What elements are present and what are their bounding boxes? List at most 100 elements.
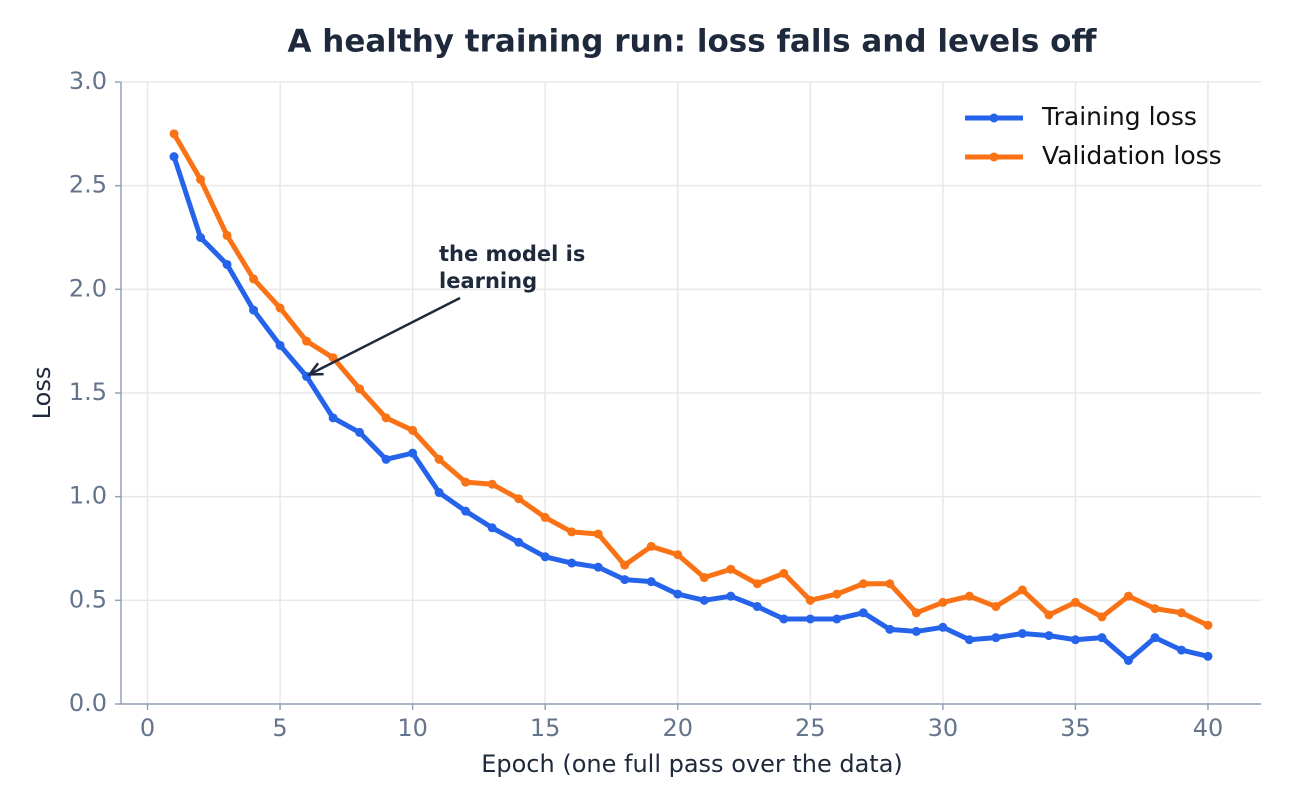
data-point (381, 413, 391, 423)
data-point (699, 595, 709, 605)
data-point (938, 622, 948, 632)
data-point (1176, 608, 1186, 618)
data-point (328, 413, 338, 423)
data-point (1044, 610, 1054, 620)
data-point (673, 550, 683, 560)
data-point (1150, 604, 1160, 614)
data-point (726, 591, 736, 601)
x-tick-label: 20 (662, 714, 693, 742)
data-point (1070, 635, 1080, 645)
series-line (171, 155, 1209, 663)
data-point (1203, 651, 1213, 661)
data-point (858, 608, 868, 618)
data-point (832, 589, 842, 599)
data-point (249, 305, 259, 315)
data-point (487, 479, 497, 489)
data-point (222, 259, 232, 269)
legend-marker (989, 152, 999, 162)
data-point (567, 527, 577, 537)
data-point (222, 230, 232, 240)
data-point (938, 597, 948, 607)
data-point (1176, 645, 1186, 655)
annotation: the model is learning (439, 242, 585, 293)
data-point (275, 303, 285, 313)
data-point (1097, 612, 1107, 622)
x-tick-label: 25 (795, 714, 826, 742)
data-point (196, 174, 206, 184)
x-tick-label: 10 (397, 714, 428, 742)
data-point (593, 529, 603, 539)
data-point (911, 608, 921, 618)
x-axis-label: Epoch (one full pass over the data) (481, 750, 903, 778)
data-point (673, 589, 683, 599)
y-tick-label: 2.0 (69, 274, 107, 302)
y-tick-label: 2.5 (69, 171, 107, 199)
data-point (355, 384, 365, 394)
data-point (1123, 591, 1133, 601)
data-point (169, 129, 179, 139)
legend-label: Training loss (1041, 102, 1197, 131)
data-point (620, 575, 630, 585)
data-point (858, 579, 868, 589)
data-point (408, 425, 418, 435)
data-point (169, 152, 179, 162)
y-tick-label: 1.0 (69, 482, 107, 510)
y-axis-label: Loss (28, 367, 56, 420)
data-point (752, 579, 762, 589)
data-point (991, 602, 1001, 612)
x-tick-label: 30 (928, 714, 959, 742)
y-tick-label: 0.0 (69, 689, 107, 717)
data-point (885, 579, 895, 589)
annotation-arrow (309, 296, 461, 376)
data-point (381, 454, 391, 464)
data-point (434, 454, 444, 464)
data-point (461, 477, 471, 487)
data-point (1044, 631, 1054, 641)
legend-label: Validation loss (1042, 141, 1222, 170)
data-point (249, 274, 259, 284)
data-point (911, 626, 921, 636)
data-point (567, 558, 577, 568)
x-tick-label: 15 (530, 714, 561, 742)
data-point (487, 523, 497, 533)
data-point (646, 541, 656, 551)
data-point (196, 233, 206, 242)
data-point (726, 564, 736, 574)
data-point (514, 537, 524, 547)
data-point (646, 577, 656, 587)
data-point (779, 614, 789, 624)
data-point (1203, 620, 1213, 630)
data-point (1017, 629, 1027, 639)
data-point (1017, 585, 1027, 595)
data-point (779, 568, 789, 578)
data-point (964, 635, 974, 645)
y-tick-label: 1.5 (69, 378, 107, 406)
x-tick-label: 40 (1193, 714, 1224, 742)
data-point (699, 573, 709, 583)
legend-marker (989, 113, 999, 123)
data-point (1123, 655, 1133, 665)
data-point (434, 488, 444, 498)
x-tick-label: 35 (1060, 714, 1091, 742)
data-point (408, 448, 418, 458)
data-point (805, 614, 815, 624)
data-point (355, 427, 365, 437)
data-point (964, 591, 974, 601)
data-point (461, 506, 471, 516)
data-point (752, 602, 762, 612)
data-point (540, 512, 550, 522)
y-tick-label: 0.5 (69, 585, 107, 613)
series-line (171, 132, 1210, 628)
data-point (832, 614, 842, 624)
y-tick-label: 3.0 (69, 67, 107, 95)
data-point (885, 624, 895, 634)
data-point (805, 595, 815, 605)
data-point (302, 336, 312, 346)
data-point (991, 633, 1001, 643)
data-point (540, 552, 550, 562)
annotation-arrowhead (307, 362, 324, 376)
data-point (514, 494, 524, 504)
data-point (593, 562, 603, 572)
